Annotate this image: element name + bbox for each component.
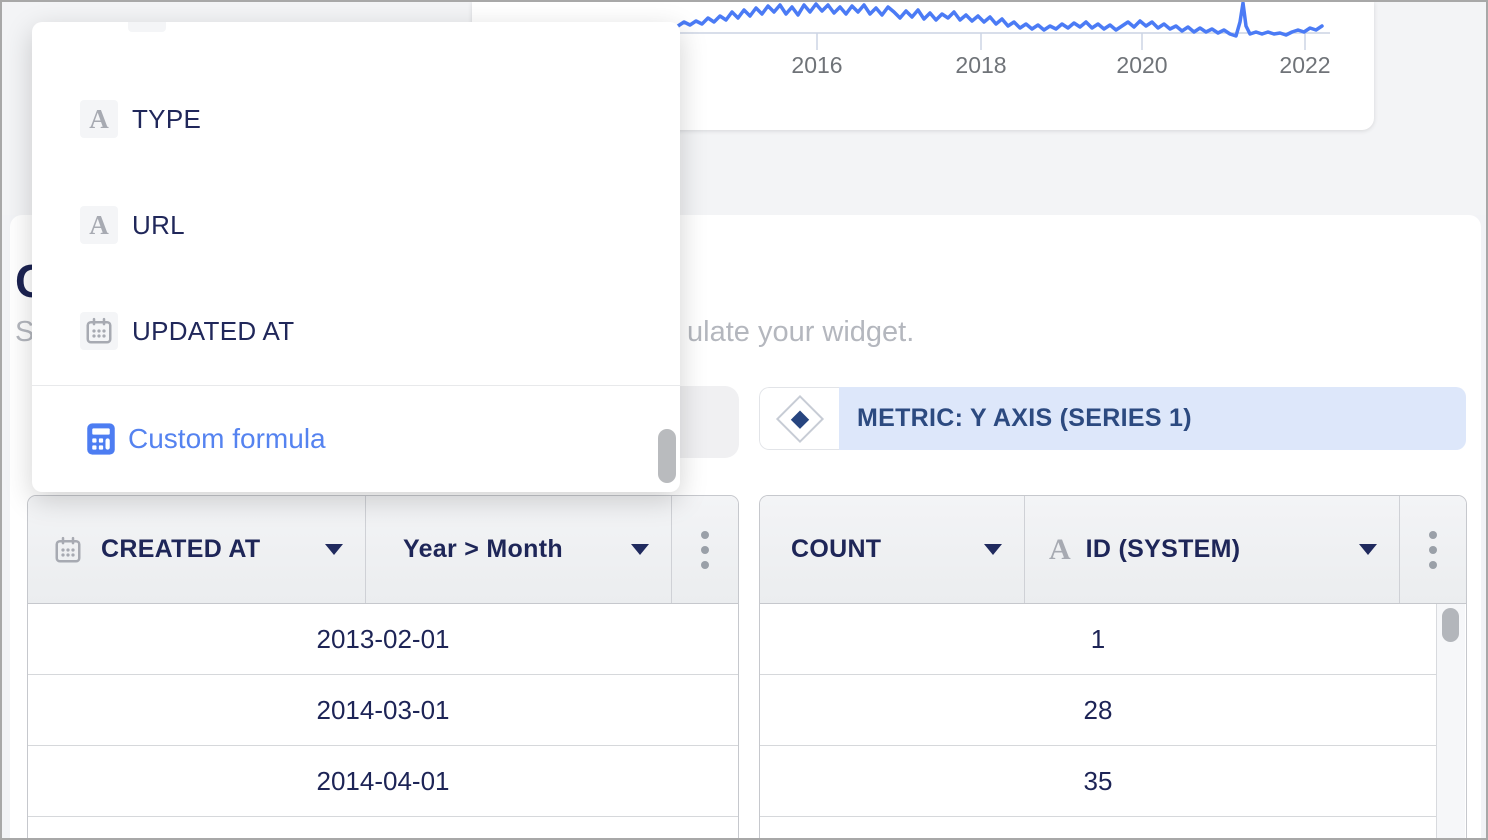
metric-label-box: METRIC: Y AXIS (SERIES 1): [839, 387, 1466, 450]
date-cell-value: 2014-03-01: [316, 694, 450, 725]
table-row: 1: [760, 604, 1436, 675]
field-menu-item[interactable]: A URL: [32, 206, 680, 244]
page-subtitle-left-fragment: S: [15, 316, 35, 348]
custom-formula-item[interactable]: Custom formula: [32, 420, 680, 458]
count-table-header: COUNT A ID (SYSTEM): [760, 496, 1466, 604]
field-type-icon: A: [80, 100, 118, 138]
table-row: 36: [760, 817, 1436, 839]
field-menu-item-label: URL: [132, 209, 185, 240]
left-table-body: 2013-02-01 2014-03-01 2014-04-01 2014-05…: [28, 604, 738, 839]
count-dropdown-caret[interactable]: [984, 544, 1002, 555]
kebab-menu-icon[interactable]: [672, 530, 738, 569]
date-grouping-label: Year > Month: [403, 535, 563, 563]
right-table-scrollbar-thumb[interactable]: [1442, 608, 1459, 642]
svg-text:2018: 2018: [955, 52, 1006, 78]
created-at-dropdown-caret[interactable]: [325, 544, 343, 555]
svg-text:2020: 2020: [1116, 52, 1167, 78]
field-menu-item[interactable]: UPDATED AT: [32, 312, 680, 350]
field-menu-item[interactable]: A TYPE: [32, 100, 680, 138]
metric-chip-label: METRIC: Y AXIS (SERIES 1): [857, 404, 1192, 432]
left-table-options-cell[interactable]: [671, 496, 738, 603]
menu-separator: [32, 385, 680, 386]
field-menu-item-label: UPDATED AT: [132, 315, 295, 346]
table-row: 2014-05-01: [28, 817, 738, 839]
table-row: 28: [760, 675, 1436, 746]
diamond-icon: [775, 394, 824, 443]
created-at-column-label: CREATED AT: [101, 535, 261, 563]
field-type-icon: [80, 312, 118, 350]
table-row: 35: [760, 746, 1436, 817]
table-row: 2014-03-01: [28, 675, 738, 746]
date-cell-value: 2014-04-01: [316, 765, 450, 796]
right-table-scrollbar-track[interactable]: [1437, 604, 1465, 838]
field-type-icon: A: [80, 206, 118, 244]
kebab-menu-icon[interactable]: [1400, 530, 1466, 569]
date-cell-value: 2014-05-01: [317, 837, 450, 839]
table-row: 2013-02-01: [28, 604, 738, 675]
created-at-column-header[interactable]: CREATED AT: [28, 496, 365, 603]
created-at-table-header: CREATED AT Year > Month: [28, 496, 738, 604]
right-table-options-cell[interactable]: [1399, 496, 1466, 603]
right-table-body: 1 28 35 36: [760, 604, 1437, 839]
field-type-text-icon-partial: A: [128, 22, 166, 32]
dropdown-scrollbar-thumb[interactable]: [658, 429, 676, 483]
trend-line-chart: 2016 2018 2020 2022: [622, 2, 1331, 78]
date-grouping-dropdown-caret[interactable]: [631, 544, 649, 555]
page-subtitle-right-fragment: ulate your widget.: [687, 316, 915, 348]
id-system-column-header[interactable]: A ID (SYSTEM): [1024, 496, 1399, 603]
calendar-icon: [53, 535, 83, 565]
count-cell-value: 28: [1083, 694, 1113, 725]
count-table: COUNT A ID (SYSTEM) 1 28: [759, 495, 1467, 839]
id-system-column-label: ID (SYSTEM): [1085, 535, 1241, 563]
field-picker-dropdown: A A TYPE A URL UPDATED AT: [32, 22, 680, 492]
field-type-text-icon: A: [1049, 532, 1071, 566]
field-menu-item-label: TYPE: [132, 103, 202, 134]
custom-formula-label: Custom formula: [128, 423, 326, 454]
count-column-header[interactable]: COUNT: [760, 496, 1024, 603]
svg-text:2016: 2016: [791, 52, 842, 78]
calculator-icon: [86, 422, 116, 456]
count-cell-value: 36: [1084, 837, 1113, 839]
svg-text:2022: 2022: [1279, 52, 1330, 78]
table-row: 2014-04-01: [28, 746, 738, 817]
created-at-table: CREATED AT Year > Month 2013-02-01 2014-…: [27, 495, 739, 839]
date-grouping-header[interactable]: Year > Month: [365, 496, 671, 603]
count-column-label: COUNT: [791, 535, 882, 563]
count-cell-value: 1: [1090, 623, 1106, 654]
metric-icon-box: [759, 387, 839, 450]
count-cell-value: 35: [1083, 765, 1113, 796]
metric-y-axis-chip[interactable]: METRIC: Y AXIS (SERIES 1): [759, 387, 1466, 450]
date-cell-value: 2013-02-01: [316, 623, 450, 654]
id-system-dropdown-caret[interactable]: [1359, 544, 1377, 555]
